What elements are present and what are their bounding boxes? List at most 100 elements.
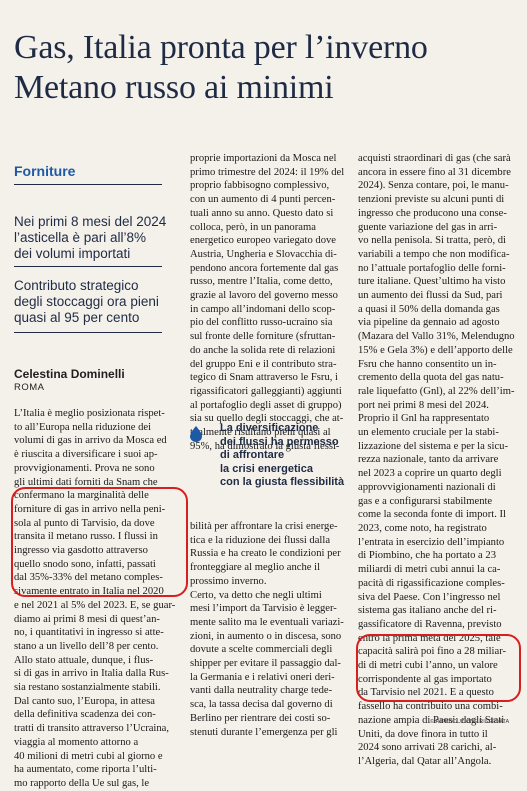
- article-line: a quasi il 50% della domanda gas: [358, 303, 500, 315]
- article-line: dovute a scelte commerciali degli: [190, 644, 333, 656]
- article-line: shipper per evitare il passaggio dal-: [190, 658, 341, 670]
- article-line: corrispondente al gas importato: [358, 673, 492, 685]
- article-line: mente salito ma le eventuali variazi-: [190, 616, 344, 628]
- article-line: fronteggiare al meglio anche il: [190, 562, 321, 574]
- article-line: Berlino per rientrare dei costi so-: [190, 712, 331, 724]
- headline: Gas, Italia pronta per l’inverno Metano …: [14, 28, 514, 108]
- article-line: tratti di transito attraverso l’Ucraina,: [14, 723, 170, 735]
- article-line: bilità per affrontare la crisi energe-: [190, 521, 338, 532]
- article-line: Dal canto suo, l’Europa, in attesa: [14, 695, 155, 707]
- article-line: ha aumentato, come riporta l’ulti-: [14, 764, 157, 776]
- article-line: volumi di gas in arrivo da Mosca ed: [14, 435, 167, 447]
- article-line: con un aumento di 4 punti percen-: [190, 194, 336, 206]
- byline-place: ROMA: [14, 382, 45, 393]
- article-line: sca, la tassa decisa dal governo di: [190, 699, 333, 711]
- article-line: sia restano sostanzialmente stabili.: [14, 682, 161, 694]
- article-line: transita il metano russo. I flussi in: [14, 531, 158, 543]
- article-line: pio del conflitto russo-ucraino sia: [190, 317, 333, 329]
- headline-line-2: Metano russo ai minimi: [14, 69, 334, 106]
- water-drop-icon: [190, 426, 202, 442]
- article-line: nazione ampia di Paesi: dagli Stati: [358, 714, 505, 726]
- article-line: rigassificatori galleggianti) aggiunti: [190, 385, 342, 397]
- article-line: colloca, però, in un panorama: [190, 221, 316, 233]
- article-line: acquisti straordinari di gas (che sarà: [358, 153, 511, 164]
- article-line: rale liquefatto (Gnl), al 22% dell’im-: [358, 385, 515, 397]
- article-line: sola al punto di Tarvisio, da dove: [14, 517, 155, 529]
- article-line: l’entrata in esercizio dell’impianto: [358, 536, 505, 548]
- article-line: via pipeline da gennaio ad agosto: [358, 317, 500, 329]
- article-column-2: proprie importazioni da Mosca nel primo t…: [190, 152, 355, 453]
- highlight-circle-supplier-countries: [356, 634, 521, 702]
- deck-item-2: Contributo strategico degli stoccaggi or…: [14, 278, 159, 325]
- article-line: sivamente entrato in Italia nel 2020: [14, 586, 164, 598]
- article-line: no, i quantitativi in ingresso si atte-: [14, 627, 164, 639]
- article-line: lizzazione del sistema e per la sicu-: [358, 440, 509, 452]
- article-line: sia su quello degli stoccaggi, che at-: [190, 413, 344, 425]
- article-line: pacità di rigassificazione comples-: [358, 577, 505, 589]
- article-line: si di gas in arrivo in Italia dalla Rus-: [14, 668, 169, 680]
- article-line: al portafoglio degli asset di gruppo): [190, 399, 342, 411]
- highlight-circle-tarvisio-flows: [11, 487, 188, 597]
- article-line: tuali anno su anno. Questo dato si: [190, 207, 334, 219]
- article-line: di di metri cubi l’anno, un valore: [358, 660, 498, 672]
- article-line: gli ultimi dati forniti da Snam che: [14, 476, 158, 488]
- article-line: grazie al lavoro del governo messo: [190, 290, 338, 302]
- article-line: rezza nazionale, tanto da arrivare: [358, 454, 499, 466]
- article-line: in campo all’indomani dello scop-: [190, 303, 336, 315]
- article-line: stano a un livello dell’8 per cento.: [14, 640, 159, 652]
- article-line: mesi l’import da Tarvisio è legger-: [190, 603, 337, 615]
- article-line: zioni, in aumento o in discesa, sono: [190, 630, 342, 642]
- article-line: Fsru che hanno consentito un in-: [358, 358, 497, 370]
- article-line: gassificatore di Ravenna, previsto: [358, 618, 502, 630]
- article-line: approvvigionamenti nazionali di: [358, 481, 496, 493]
- article-line: e nel 2021 al 5% del 2023. E, se guar-: [14, 599, 176, 611]
- article-line: pendono ancora fortemente dal gas: [190, 262, 339, 274]
- article-line: prossimo inverno.: [190, 575, 267, 587]
- article-line: Russia e ha creato le condizioni per: [190, 548, 341, 560]
- article-line: energetico europeo variegato dove: [190, 235, 336, 247]
- article-line: no l’attuale portafoglio delle forni-: [358, 262, 506, 274]
- deck-divider: [14, 266, 162, 267]
- article-line: 40 milioni di metri cubi al giorno e: [14, 750, 163, 762]
- article-column-1: L’Italia è meglio posizionata rispet-to …: [14, 407, 182, 791]
- article-line: Proprio il Gnl ha rappresentato: [358, 413, 490, 425]
- article-line: mo rapporto della Ue sul gas, le: [14, 777, 150, 789]
- article-line: Certo, va detto che negli ultimi: [190, 589, 322, 601]
- article-line: 15% e Gela 3%) e dell’apporto delle: [358, 344, 513, 356]
- pull-quote-text: La diversificazione dei flussi ha permes…: [220, 422, 345, 488]
- article-line: stenuti durante l’emergenza per gli: [190, 726, 338, 738]
- article-line: Austria, Ungheria e Slovacchia di-: [190, 248, 337, 260]
- article-line: (Mazara del Vallo 31%, Melendugno: [358, 331, 515, 343]
- article-line: guente variazione del gas in arri-: [358, 221, 498, 233]
- article-line: ancora in essere fino al 31 dicembre: [358, 166, 511, 178]
- article-line: forniture di gas in arrivo nella peni-: [14, 503, 166, 515]
- article-line: quello snodo sono, infatti, passati: [14, 558, 156, 570]
- article-line: russo, mentre l’Italia, come detto,: [190, 276, 333, 288]
- article-line: l’Algeria, dal Qatar all’Angola.: [358, 755, 492, 767]
- article-line: Allo stato attuale, dunque, i flus-: [14, 654, 154, 666]
- article-line: vanti dalla neutrality charge tede-: [190, 685, 333, 697]
- article-line: un elemento cruciale per la stabi-: [358, 427, 499, 439]
- article-line: fassello ha contribuito una combi-: [358, 701, 503, 713]
- deck-divider-2: [14, 332, 162, 333]
- article-line: è riuscita a diversificare i suoi ap-: [14, 449, 158, 461]
- article-line: di Piombino, che ha portato a 23: [358, 550, 496, 562]
- article-line: viaggia al momento attorno a: [14, 736, 139, 748]
- article-line: della definitiva scadenza dei con-: [14, 709, 156, 721]
- article-line: proprio fabbisogno complessivo,: [190, 180, 330, 192]
- article-line: tegico di Snam attraverso le Fsru, i: [190, 372, 338, 384]
- article-line: 2023, come noto, ha registrato: [358, 522, 487, 534]
- article-line: capacità salirà poi fino a 28 miliar-: [358, 646, 507, 658]
- article-line: variabili a tempo che non modifica-: [358, 248, 510, 260]
- article-line: nel 2023 a coprire un quarto degli: [358, 468, 502, 480]
- article-line: port nei primi 8 mesi del 2024.: [358, 399, 489, 411]
- article-line: miliardi di metri cubi annui la ca-: [358, 564, 501, 576]
- article-line: vo nella penisola. Si tratta, però, di: [358, 235, 506, 247]
- article-line: dal 35%-33% del metano comples-: [14, 572, 163, 584]
- article-line: come la seconda fonte di import. Il: [358, 509, 506, 521]
- article-line: ture italiane. Quest’ultimo ha visto: [358, 276, 506, 288]
- article-column-2-continued: bilità per affrontare la crisi energe-ti…: [190, 520, 355, 739]
- article-line: to all’Europa nella riduzione dei: [14, 421, 152, 433]
- deck-item-1: Nei primi 8 mesi del 2024 l’asticella è …: [14, 214, 167, 261]
- article-line: ingresso che producono una conse-: [358, 207, 507, 219]
